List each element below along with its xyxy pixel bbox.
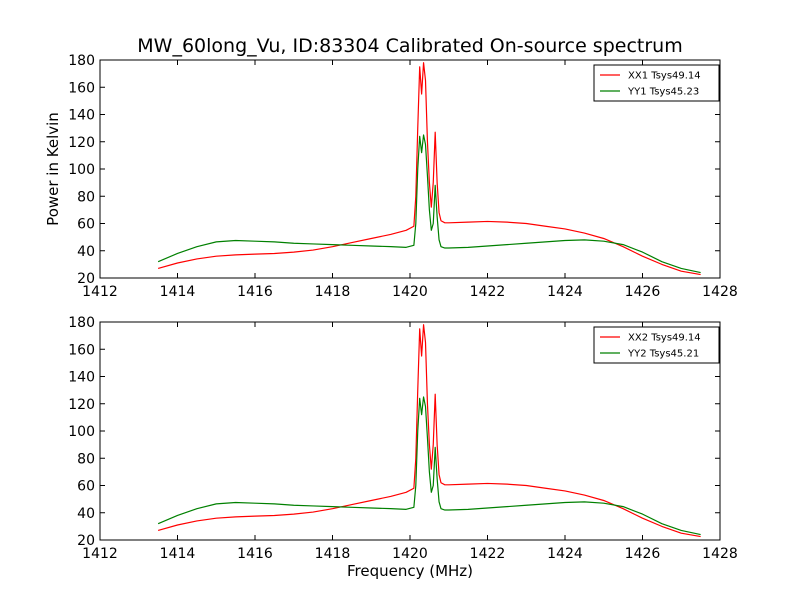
- y-tick-label: 20: [77, 533, 95, 549]
- x-tick-label: 1428: [702, 284, 738, 300]
- legend-box: [593, 326, 720, 364]
- x-tick-label: 1418: [315, 284, 351, 300]
- x-tick-label: 1416: [237, 546, 273, 562]
- y-tick-label: 160: [68, 342, 95, 358]
- x-tick-label: 1414: [160, 284, 196, 300]
- y-tick-label: 100: [68, 162, 95, 178]
- y-tick-label: 180: [68, 315, 95, 331]
- series-line-xx: [157, 324, 701, 538]
- y-tick-label: 120: [68, 397, 95, 413]
- x-tick-label: 1428: [702, 546, 738, 562]
- x-tick-label: 1424: [547, 546, 583, 562]
- x-tick-label: 1420: [392, 284, 428, 300]
- x-tick-label: 1418: [315, 546, 351, 562]
- top-plot: 1412 1414 1416 1418 1420 1422 1424 1426 1428 20 40…: [44, 53, 738, 300]
- y-tick-label: 140: [68, 108, 95, 124]
- legend: XX1 Tsys49.14 YY1 Tsys45.23: [593, 64, 720, 102]
- y-tick-label: 80: [77, 189, 95, 205]
- bottom-plot: 1412 1414 1416 1418 1420 1422 1424 1426 1428 20 40…: [68, 315, 738, 580]
- x-tick-label: 1426: [625, 546, 661, 562]
- series-line-xx: [157, 62, 701, 276]
- y-tick-label: 20: [77, 271, 95, 287]
- y-tick-label: 120: [68, 135, 95, 151]
- legend-entry: YY2 Tsys45.21: [627, 349, 699, 360]
- x-tick-label: 1422: [470, 284, 506, 300]
- series-line-yy: [157, 396, 701, 536]
- legend-entry: XX1 Tsys49.14: [628, 71, 701, 82]
- x-tick-label: 1426: [625, 284, 661, 300]
- y-tick-label: 140: [68, 370, 95, 386]
- legend-entry: XX2 Tsys49.14: [628, 333, 701, 344]
- x-tick-label: 1412: [82, 284, 118, 300]
- x-tick-label: 1424: [547, 284, 583, 300]
- legend: XX2 Tsys49.14 YY2 Tsys45.21: [593, 326, 720, 364]
- y-tick-label: 40: [77, 244, 95, 260]
- y-tick-label: 80: [77, 451, 95, 467]
- y-tick-label: 100: [68, 424, 95, 440]
- x-tick-label: 1412: [82, 546, 118, 562]
- series-line-yy: [157, 134, 701, 274]
- x-tick-label: 1420: [392, 546, 428, 562]
- y-tick-label: 160: [68, 80, 95, 96]
- x-axis-label: Frequency (MHz): [347, 562, 473, 580]
- y-tick-label: 60: [77, 479, 95, 495]
- figure-title: MW_60long_Vu, ID:83304 Calibrated On-sou…: [137, 35, 682, 57]
- y-tick-label: 60: [77, 217, 95, 233]
- x-tick-label: 1416: [237, 284, 273, 300]
- y-tick-label: 180: [68, 53, 95, 69]
- x-tick-label: 1422: [470, 546, 506, 562]
- y-axis-label: Power in Kelvin: [44, 112, 62, 226]
- legend-box: [593, 64, 720, 102]
- legend-entry: YY1 Tsys45.23: [627, 87, 699, 98]
- y-tick-label: 40: [77, 506, 95, 522]
- x-tick-label: 1414: [160, 546, 196, 562]
